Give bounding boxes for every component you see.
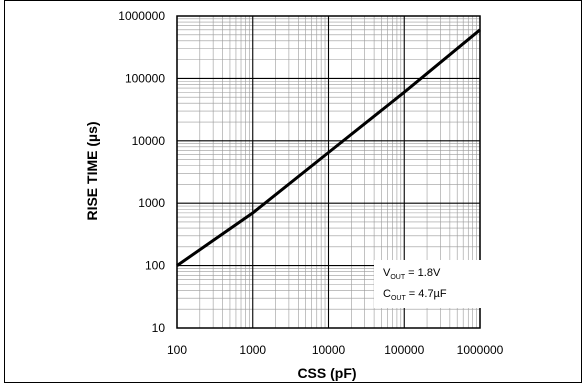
y-tick-labels: 10 100 1000 10000 100000 1000000 bbox=[118, 9, 165, 335]
y-tick-label: 100 bbox=[145, 259, 165, 273]
x-tick-labels: 100 1000 10000 100000 1000000 bbox=[167, 343, 504, 357]
annotation-box bbox=[374, 260, 482, 308]
y-tick-label: 10000 bbox=[132, 134, 166, 148]
x-tick-label: 1000 bbox=[239, 343, 266, 357]
y-axis-title: RISE TIME (µs) bbox=[84, 121, 100, 220]
annotation-cout: COUT = 4.7µF bbox=[383, 288, 447, 302]
x-axis-title: CSS (pF) bbox=[297, 365, 356, 381]
x-tick-label: 100 bbox=[167, 343, 187, 357]
y-tick-label: 100000 bbox=[125, 71, 165, 85]
x-tick-label: 100000 bbox=[384, 343, 424, 357]
x-tick-label: 1000000 bbox=[457, 343, 504, 357]
y-tick-label: 1000000 bbox=[118, 9, 165, 23]
series-line-rise-time bbox=[176, 28, 481, 267]
chart-frame bbox=[4, 0, 582, 383]
y-tick-label: 1000 bbox=[138, 196, 165, 210]
plot-border bbox=[176, 15, 481, 329]
annotation-vout: VOUT = 1.8V bbox=[383, 267, 441, 281]
y-tick-label: 10 bbox=[152, 321, 166, 335]
x-tick-label: 10000 bbox=[312, 343, 346, 357]
